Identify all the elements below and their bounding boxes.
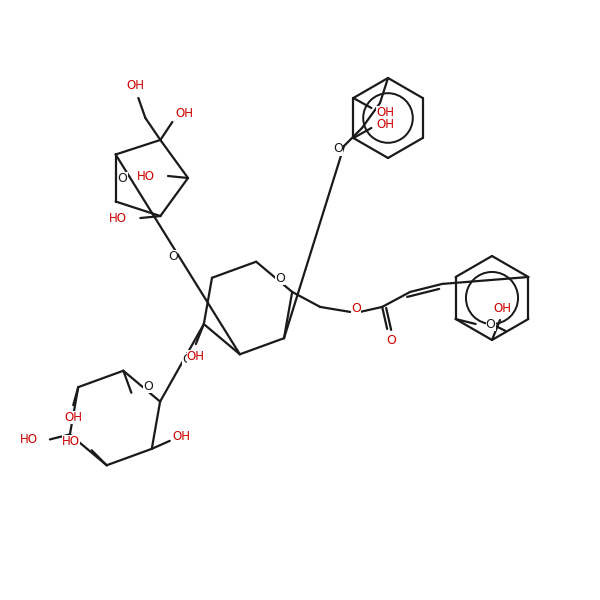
Text: OH: OH <box>175 107 193 121</box>
Text: OH: OH <box>376 118 394 130</box>
Text: O: O <box>333 142 343 155</box>
Text: OH: OH <box>127 79 145 92</box>
Text: O: O <box>168 250 178 263</box>
Text: HO: HO <box>62 435 80 448</box>
Text: HO: HO <box>109 212 127 224</box>
Text: O: O <box>143 380 152 392</box>
Text: O: O <box>275 272 285 286</box>
Text: OH: OH <box>173 430 191 443</box>
Text: O: O <box>485 317 496 331</box>
Text: OH: OH <box>376 106 394 118</box>
Text: OH: OH <box>493 301 511 314</box>
Text: OH: OH <box>64 410 82 424</box>
Text: O: O <box>118 172 128 185</box>
Text: O: O <box>386 334 396 347</box>
Text: O: O <box>182 353 192 367</box>
Text: HO: HO <box>20 433 38 446</box>
Text: HO: HO <box>137 169 155 182</box>
Text: O: O <box>351 302 361 316</box>
Text: OH: OH <box>187 350 205 362</box>
